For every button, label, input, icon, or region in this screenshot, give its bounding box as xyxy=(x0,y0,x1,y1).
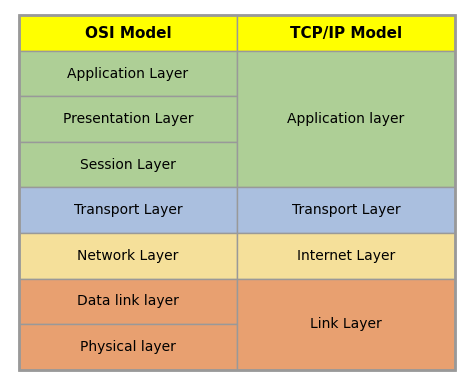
Text: Application layer: Application layer xyxy=(287,112,405,126)
Text: OSI Model: OSI Model xyxy=(85,26,171,40)
Bar xyxy=(237,187,455,233)
Text: Link Layer: Link Layer xyxy=(310,317,382,331)
Text: Session Layer: Session Layer xyxy=(80,158,176,172)
Bar xyxy=(19,142,237,187)
Text: Network Layer: Network Layer xyxy=(77,249,179,263)
Bar xyxy=(237,278,455,370)
Text: Physical layer: Physical layer xyxy=(80,340,176,354)
Text: Application Layer: Application Layer xyxy=(67,67,189,80)
Bar xyxy=(237,233,455,278)
Bar xyxy=(237,51,455,187)
Bar xyxy=(19,15,237,51)
Bar xyxy=(19,187,237,233)
Text: Internet Layer: Internet Layer xyxy=(297,249,395,263)
Bar xyxy=(19,233,237,278)
Bar xyxy=(19,51,237,96)
Bar xyxy=(19,96,237,142)
Text: Transport Layer: Transport Layer xyxy=(73,203,182,217)
Bar xyxy=(19,278,237,324)
Bar xyxy=(19,324,237,370)
Text: TCP/IP Model: TCP/IP Model xyxy=(290,26,402,40)
Text: Data link layer: Data link layer xyxy=(77,294,179,308)
Text: Transport Layer: Transport Layer xyxy=(292,203,401,217)
Text: Presentation Layer: Presentation Layer xyxy=(63,112,193,126)
Bar xyxy=(237,15,455,51)
